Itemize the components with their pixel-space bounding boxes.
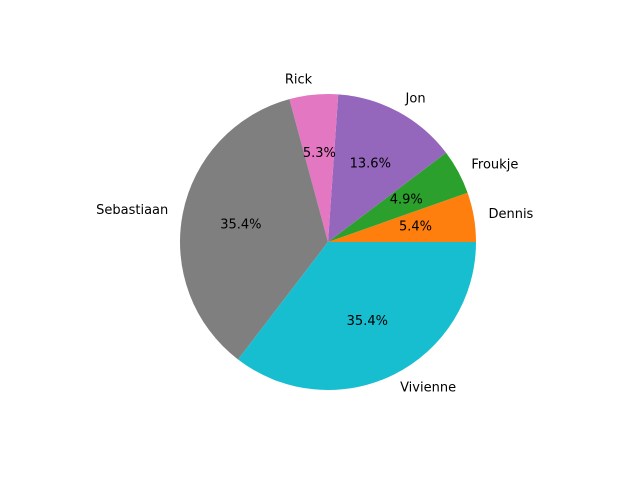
percent-label-dennis: 5.4% [399, 220, 432, 235]
slice-name-labels: Dennis Froukje Jon Rick Sebastiaan Vivienne [96, 72, 533, 395]
percent-labels: 5.4% 4.9% 13.6% 5.3% 35.4% 35.4% [220, 146, 432, 329]
pie-slice-dennis [328, 192, 476, 242]
percent-label-rick: 5.3% [303, 146, 336, 161]
slice-label-froukje: Froukje [471, 157, 518, 172]
pie-slice-rick [289, 94, 339, 242]
percent-label-froukje: 4.9% [390, 192, 423, 207]
slice-label-dennis: Dennis [488, 207, 533, 222]
pie-slice-froukje [328, 152, 468, 242]
pie-slice-sebastiaan [180, 99, 328, 360]
slice-label-vivienne: Vivienne [400, 380, 456, 395]
percent-label-vivienne: 35.4% [347, 314, 388, 329]
slice-label-rick: Rick [285, 72, 313, 87]
pie-slices [180, 94, 476, 390]
pie-slice-vivienne [238, 242, 476, 390]
percent-label-jon: 13.6% [350, 156, 391, 171]
slice-label-sebastiaan: Sebastiaan [96, 203, 168, 218]
percent-label-sebastiaan: 35.4% [220, 217, 261, 232]
pie-slice-jon [328, 94, 447, 242]
slice-label-jon: Jon [405, 91, 426, 106]
